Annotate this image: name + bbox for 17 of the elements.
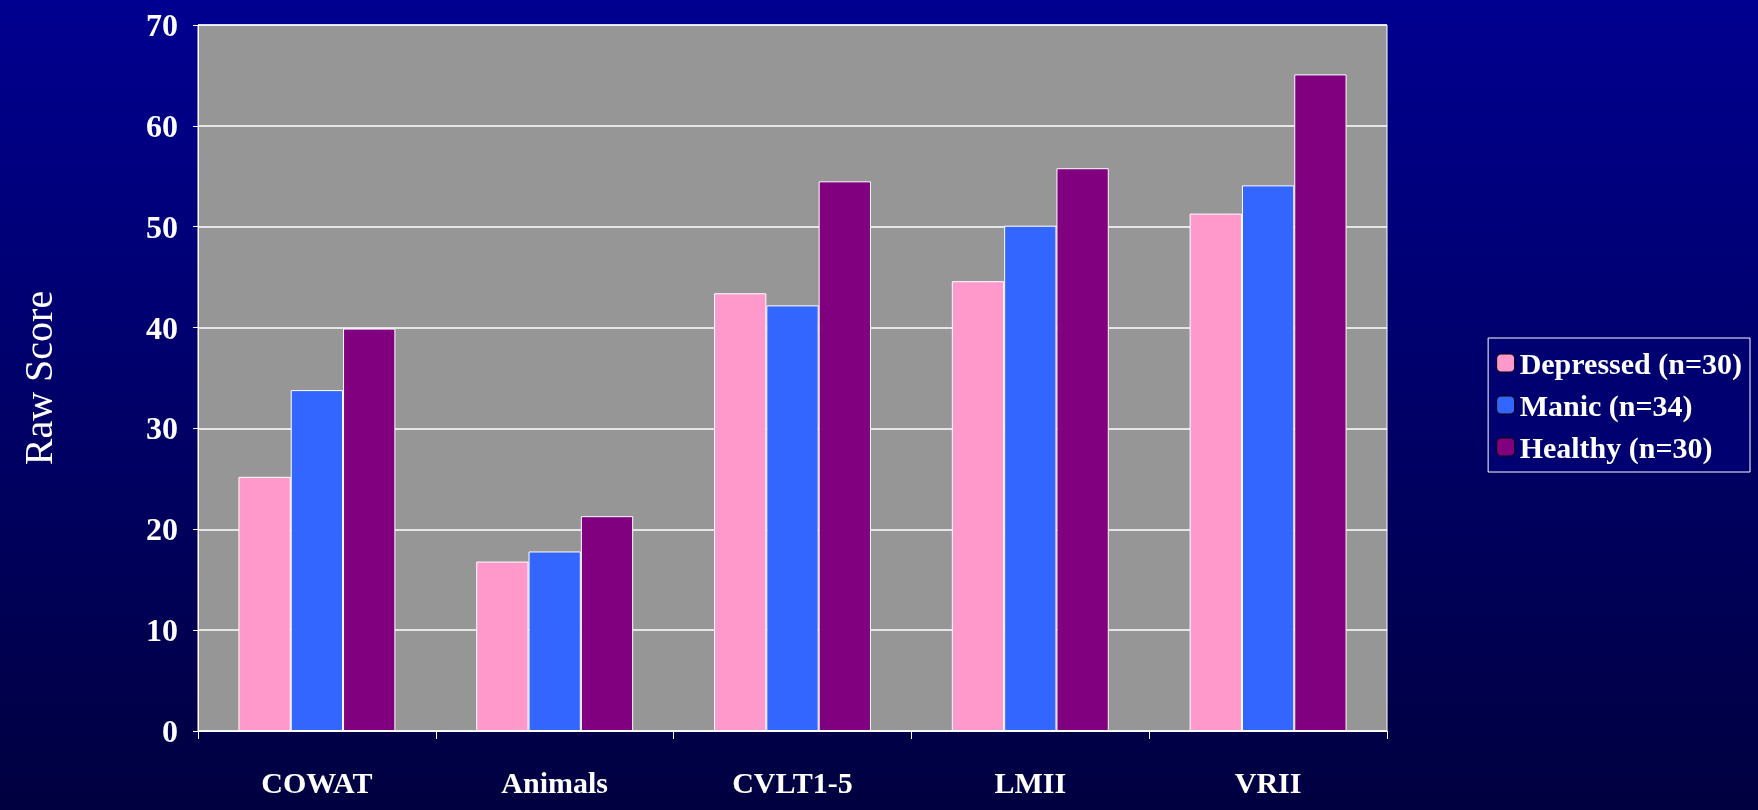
x-tick-label: CVLT1-5 [732,765,853,799]
x-tick-label: COWAT [261,765,373,799]
y-tick-label: 0 [162,713,178,749]
y-tick-label: 60 [146,107,178,144]
y-tick-label: 30 [146,410,178,447]
y-tick-label: 20 [146,511,178,548]
x-tick-label: VRII [1234,765,1302,799]
y-tick-label: 40 [146,309,178,346]
y-tick-label: 70 [146,7,178,43]
legend-label: Manic (n=34) [1519,388,1693,423]
y-tick-label: 10 [146,612,178,649]
y-axis-title: Raw Score [15,290,61,466]
legend-label: Depressed (n=30) [1519,346,1743,381]
x-tick-label: LMII [994,765,1067,799]
y-tick-label: 50 [146,208,178,245]
legend-label: Healthy (n=30) [1519,430,1713,465]
x-tick-label: Animals [501,765,609,799]
